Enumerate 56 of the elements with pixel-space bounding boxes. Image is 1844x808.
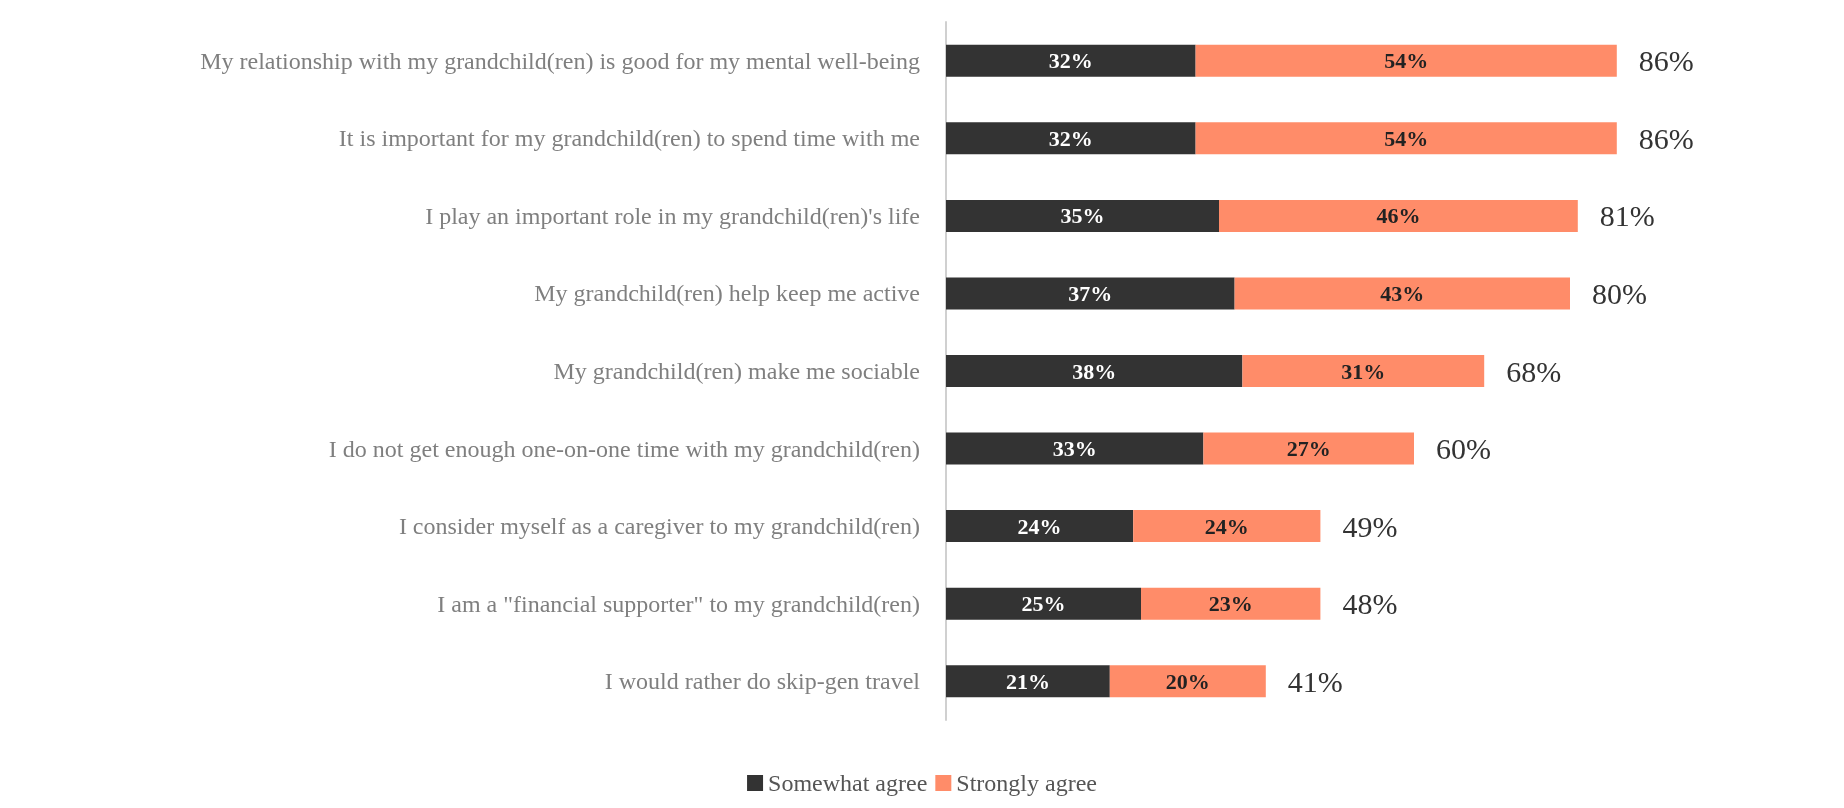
data-label: 32% <box>1048 125 1093 151</box>
y-tick-label: I am a "financial supporter" to my grandchild(ren) <box>437 590 920 617</box>
bar <box>946 510 1134 543</box>
bar <box>946 199 1219 232</box>
data-label: 43% <box>1380 280 1425 306</box>
bar <box>1234 277 1570 310</box>
bar <box>946 587 1141 620</box>
data-label: 33% <box>1052 436 1097 462</box>
y-tick-label: I consider myself as a caregiver to my grandchild(ren) <box>398 513 920 540</box>
bar <box>946 432 1204 465</box>
data-label: 23% <box>1208 591 1253 617</box>
y-tick-label: I do not get enough one-on-one time with my grandchild(ren) <box>328 435 920 462</box>
total-label: 41% <box>1287 664 1343 698</box>
y-tick-label: I play an important role in my grandchild(ren)'s life <box>425 202 920 229</box>
bar <box>1203 432 1414 465</box>
data-label: 27% <box>1286 436 1331 462</box>
data-label: 31% <box>1341 358 1386 384</box>
y-tick-label: My relationship with my grandchild(ren) is good for my mental well-being <box>200 47 920 74</box>
legend-label: Strongly agree <box>956 770 1097 796</box>
total-label: 60% <box>1436 432 1491 466</box>
bar <box>1141 587 1321 620</box>
y-tick-label: It is important for my grandchild(ren) to spend time with me <box>338 125 920 152</box>
bar <box>1133 510 1321 543</box>
bar <box>1195 44 1617 77</box>
bar <box>1195 122 1617 155</box>
total-label: 48% <box>1342 587 1398 621</box>
total-label: 86% <box>1638 121 1694 155</box>
bar <box>1109 665 1266 698</box>
data-label: 54% <box>1384 48 1429 74</box>
y-tick-label: My grandchild(ren) help keep me active <box>534 280 920 307</box>
total-label: 86% <box>1638 44 1694 78</box>
data-label: 24% <box>1204 513 1249 539</box>
data-label: 54% <box>1384 125 1429 151</box>
data-label: 46% <box>1376 203 1421 229</box>
data-label: 20% <box>1165 668 1210 694</box>
total-label: 68% <box>1506 354 1562 388</box>
y-tick-label: I would rather do skip-gen travel <box>604 668 921 695</box>
data-label: 37% <box>1068 280 1113 306</box>
total-label: 80% <box>1592 276 1647 310</box>
bar <box>1219 199 1578 232</box>
bar <box>946 44 1196 77</box>
data-label: 32% <box>1048 48 1093 74</box>
bar <box>946 122 1196 155</box>
bar <box>946 665 1110 698</box>
total-label: 81% <box>1599 199 1655 233</box>
y-tick-label: My grandchild(ren) make me sociable <box>553 358 920 384</box>
bar <box>1242 355 1485 387</box>
data-label: 24% <box>1017 513 1062 539</box>
bar <box>946 277 1235 310</box>
total-label: 49% <box>1342 509 1398 543</box>
data-label: 38% <box>1072 358 1117 384</box>
bar <box>946 355 1243 387</box>
legend-label: Somewhat agree <box>768 770 928 796</box>
data-label: 25% <box>1021 591 1066 617</box>
data-label: 21% <box>1005 668 1050 694</box>
data-label: 35% <box>1060 203 1105 229</box>
